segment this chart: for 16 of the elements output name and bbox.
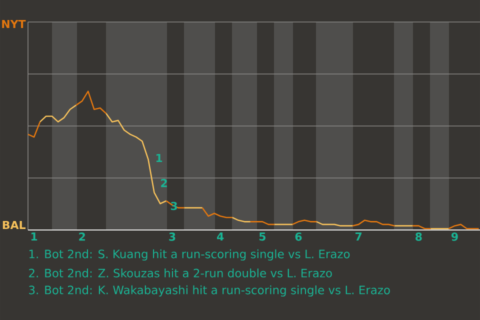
text: 2. Bot 2nd: Z. Skouzas hit a 2-run double vs L. Erazo xyxy=(29,268,332,278)
text: BAL xyxy=(2,220,26,229)
annotation: 2 xyxy=(161,178,167,188)
x-tick-label: 1 xyxy=(31,232,38,241)
x-tick-label: 3 xyxy=(169,232,176,241)
text: 1. Bot 2nd: S. Kuang hit a run-scoring single vs L. Erazo xyxy=(29,249,350,261)
x-tick-label: 2 xyxy=(79,232,85,241)
x-tick-label: 4 xyxy=(217,232,224,241)
x-tick-label: 7 xyxy=(355,232,362,241)
text: NYT xyxy=(2,20,26,28)
x-tick-label: 5 xyxy=(259,232,266,241)
x-tick-label: 6 xyxy=(295,232,302,241)
x-tick-label: 8 xyxy=(416,232,422,241)
annotation: 1 xyxy=(156,154,162,162)
x-tick-label: 9 xyxy=(451,232,458,241)
text: 3. Bot 2nd: K. Wakabayashi hit a run-scoring single vs L. Erazo xyxy=(29,285,390,297)
